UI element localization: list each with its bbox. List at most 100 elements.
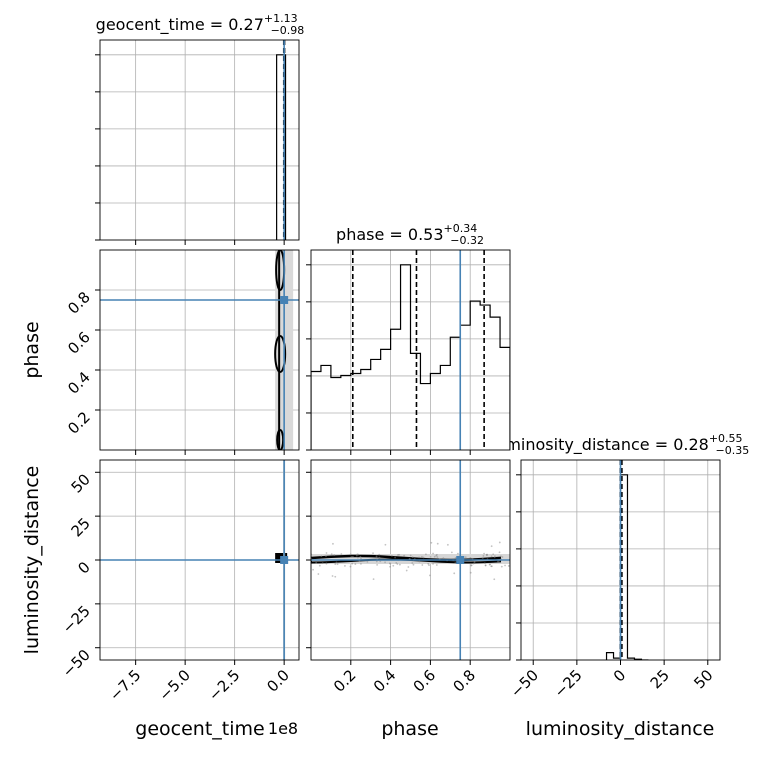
scatter-point [335, 561, 338, 564]
scatter-point [349, 553, 352, 556]
density-luminosity_distance-geocent_time [100, 460, 299, 660]
scatter-point [405, 569, 408, 572]
title-luminosity-distance-median: 0.28 [673, 435, 709, 454]
panel-frame-luminosity_distance-phase [310, 459, 511, 661]
scatter-point [331, 575, 334, 577]
scatter-point [394, 556, 396, 559]
panel-phase-geocent_time [95, 250, 299, 455]
scatter-point [418, 556, 420, 559]
scatter-point [435, 554, 438, 557]
scatter-point [378, 553, 381, 556]
y-tick-label-luminosity_distance: 25 [68, 514, 94, 540]
scatter-point [349, 565, 352, 568]
xlabel-luminosity-distance: luminosity_distance [526, 718, 715, 740]
scatter-point [398, 563, 401, 566]
scatter-point [436, 542, 439, 545]
scatter-point [488, 563, 491, 566]
xaxis-offset-label: 1e8 [268, 719, 298, 738]
scatter-point [464, 556, 467, 559]
scatter-point [376, 563, 379, 566]
title-luminosity-distance: luminosity_distance = 0.28+0.55 −0.35 [491, 432, 750, 457]
panel-background [100, 250, 299, 450]
scatter-point [493, 578, 496, 581]
scatter-point [436, 556, 439, 558]
scatter-point [471, 557, 474, 560]
scatter-point [472, 562, 475, 565]
scatter-point [321, 562, 324, 565]
scatter-point [366, 561, 369, 563]
density-phase-geocent_time [100, 250, 299, 450]
scatter-point [351, 562, 354, 565]
scatter-point [492, 553, 495, 556]
xlabel-phase: phase [381, 718, 438, 740]
scatter-point [344, 565, 346, 567]
scatter-point [428, 564, 430, 566]
xlabel-geocent-time: geocent_time [135, 718, 264, 740]
scatter-point [330, 553, 333, 556]
scatter-point [421, 555, 423, 558]
title-luminosity-distance-minus: −0.35 [716, 444, 750, 457]
scatter-point [429, 574, 431, 577]
x-tick-label-phase: 0.6 [410, 666, 440, 696]
y-tick-label-phase: 0.2 [64, 408, 94, 438]
scatter-point [379, 560, 382, 563]
scatter-point [389, 565, 391, 568]
injection-marker-luminosity_distance-geocent_time [280, 556, 289, 564]
scatter-point [351, 555, 354, 558]
scatter-point [501, 556, 504, 558]
scatter-point [427, 562, 430, 565]
title-geocent-time-median: 0.27 [228, 15, 264, 34]
scatter-point [493, 555, 496, 558]
panel-frame-phase-phase [310, 249, 511, 451]
scatter-point [450, 551, 453, 554]
x-tick-label-geocent_time: −7.5 [106, 666, 144, 704]
x-tick-label-geocent_time: −5.0 [155, 666, 193, 704]
title-geocent-time-minus: −0.98 [271, 24, 305, 37]
scatter-point [490, 565, 493, 568]
y-tick-label-luminosity_distance: −50 [59, 646, 94, 681]
panel-frame-phase-geocent_time [99, 249, 300, 451]
scatter-point [360, 562, 362, 565]
scatter-point [469, 571, 472, 574]
injection-marker-luminosity_distance-phase [456, 556, 465, 564]
scatter-point [507, 565, 510, 567]
scatter-point [334, 575, 337, 578]
scatter-point [332, 542, 334, 545]
scatter-point [354, 563, 357, 565]
scatter-point [340, 553, 343, 555]
scatter-point [396, 563, 399, 565]
scatter-point [375, 555, 378, 558]
scatter-point [498, 551, 501, 554]
y-tick-label-luminosity_distance: 50 [68, 470, 94, 496]
x-tick-label-geocent_time: 0.0 [263, 666, 293, 696]
scatter-point [486, 554, 488, 557]
panel-luminosity_distance-luminosity_distance [516, 460, 720, 665]
scatter-point [483, 552, 485, 555]
scatter-point [432, 562, 434, 565]
y-tick-label-luminosity_distance: −25 [59, 602, 94, 637]
scatter-point [500, 555, 502, 558]
panel-luminosity_distance-geocent_time [95, 460, 299, 665]
scatter-point [425, 553, 427, 556]
scatter-point [336, 563, 339, 566]
panel-phase-phase [306, 250, 510, 455]
ylabel-phase: phase [21, 321, 43, 378]
scatter-point [490, 555, 493, 558]
grid-lines [100, 250, 299, 450]
histogram-luminosity_distance [605, 474, 649, 660]
scatter-point [504, 564, 506, 567]
panel-geocent_time-geocent_time [95, 40, 299, 245]
scatter-point [454, 557, 457, 559]
scatter-point [409, 554, 412, 557]
y-tick-label-phase: 0.8 [64, 288, 94, 318]
title-phase-plus: +0.34 [444, 222, 478, 235]
scatter-point [320, 555, 323, 558]
scatter-point [430, 541, 433, 544]
scatter-point [422, 556, 425, 559]
scatter-point [418, 560, 421, 563]
scatter-point [312, 568, 314, 571]
scatter-point [454, 562, 457, 564]
scatter-point [325, 552, 328, 554]
scatter-point [325, 555, 327, 558]
